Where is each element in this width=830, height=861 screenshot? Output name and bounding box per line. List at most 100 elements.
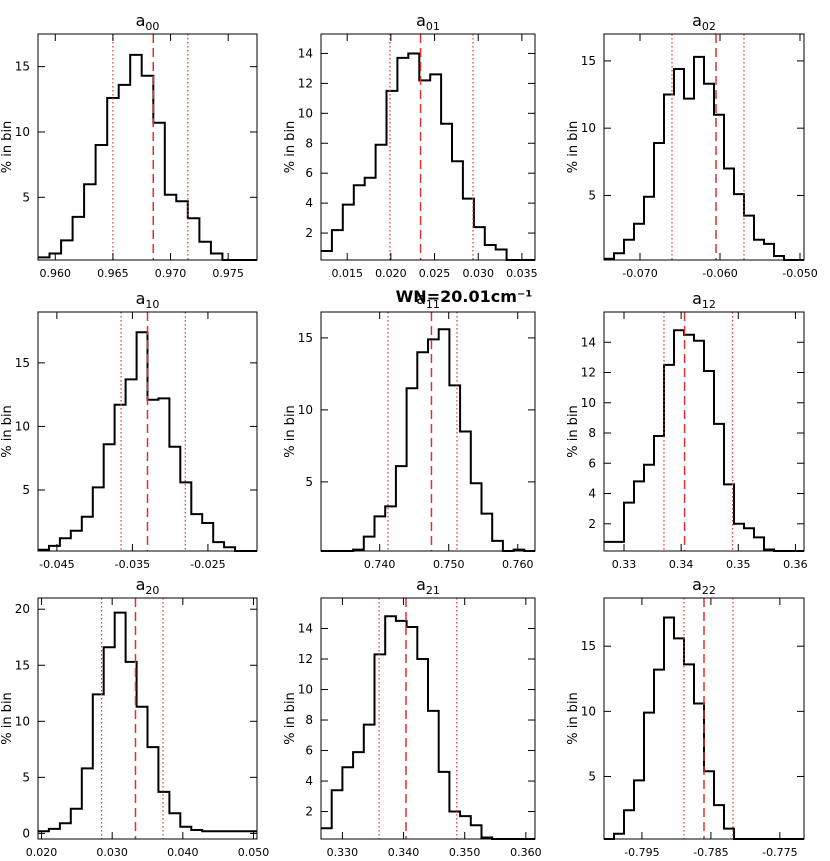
y-tick-label: 5 xyxy=(22,770,30,784)
panel-title: a12 xyxy=(692,289,716,311)
panel-title: a21 xyxy=(416,575,440,597)
axes-frame-21 xyxy=(320,597,536,840)
y-tick-label: 15 xyxy=(581,54,596,68)
y-axis-label: % in bin xyxy=(566,405,581,458)
y-tick-label: 14 xyxy=(581,335,596,349)
y-tick-label: 10 xyxy=(581,121,596,135)
x-tick-label: 0.35 xyxy=(726,558,751,571)
y-tick-label: 14 xyxy=(298,622,313,636)
x-tick-label: 0.340 xyxy=(388,846,420,859)
panel-title: a00 xyxy=(136,11,160,33)
y-axis-label: % in bin xyxy=(566,692,581,745)
x-tick-label: 0.020 xyxy=(375,267,407,280)
x-tick-label: -0.775 xyxy=(762,846,797,859)
y-tick-label: 0 xyxy=(22,826,30,840)
histogram-line-01 xyxy=(321,52,535,261)
x-tick-label: -0.045 xyxy=(39,558,74,571)
x-tick-label: 0.025 xyxy=(419,267,451,280)
y-tick-label: 5 xyxy=(588,188,596,202)
y-tick-label: 20 xyxy=(15,602,30,616)
histogram-line-20 xyxy=(38,611,257,833)
y-tick-label: 15 xyxy=(15,356,30,370)
y-tick-label: 10 xyxy=(298,106,313,120)
histogram-line-02 xyxy=(604,55,804,261)
x-tick-label: 0.36 xyxy=(783,558,808,571)
x-tick-label: 0.760 xyxy=(502,558,534,571)
y-tick-label: 5 xyxy=(22,483,30,497)
x-tick-label: 0.360 xyxy=(510,846,542,859)
panel-02: -0.070 -0.060 -0.050 5 10 15 % in bin a02 xyxy=(566,11,818,280)
y-tick-label: 8 xyxy=(305,713,313,727)
x-tick-label: 0.050 xyxy=(238,846,270,859)
y-tick-label: 2 xyxy=(305,226,313,240)
y-axis-label: % in bin xyxy=(0,405,15,458)
x-tick-label: 0.960 xyxy=(40,267,72,280)
x-tick-label: 0.030 xyxy=(462,267,494,280)
y-tick-label: 14 xyxy=(298,46,313,60)
axes-frame-00 xyxy=(37,33,258,261)
y-tick-label: 10 xyxy=(298,683,313,697)
y-tick-label: 15 xyxy=(581,639,596,653)
histogram-line-21 xyxy=(321,615,535,840)
y-tick-label: 5 xyxy=(588,769,596,783)
y-tick-label: 12 xyxy=(298,76,313,90)
y-tick-label: 6 xyxy=(588,456,596,470)
y-tick-label: 8 xyxy=(305,136,313,150)
x-tick-label: 0.350 xyxy=(449,846,481,859)
y-axis-label: % in bin xyxy=(283,121,298,174)
y-tick-label: 10 xyxy=(581,704,596,718)
x-tick-label: -0.035 xyxy=(115,558,150,571)
y-tick-label: 8 xyxy=(588,426,596,440)
panel-12: 0.33 0.34 0.35 0.36 2 4 6 8 10 12 14 % in bin a12 xyxy=(566,289,808,571)
x-tick-label: 0.965 xyxy=(97,267,129,280)
panel-20: 0.020 0.030 0.040 0.050 0 5 10 15 20 % in bin a20 xyxy=(0,575,269,859)
axes-frame-20 xyxy=(37,597,258,840)
y-axis-label: % in bin xyxy=(283,405,298,458)
panel-title: a20 xyxy=(136,575,160,597)
y-tick-label: 10 xyxy=(15,419,30,433)
panel-11: 0.740 0.750 0.760 5 10 15 % in bin a11 xyxy=(283,289,536,571)
panel-title: a11 xyxy=(416,289,440,311)
axes-frame-01 xyxy=(320,33,536,261)
x-tick-label: -0.795 xyxy=(624,846,659,859)
x-tick-label: 0.33 xyxy=(612,558,637,571)
axes-frame-12 xyxy=(603,311,805,552)
y-axis-label: % in bin xyxy=(283,692,298,745)
y-axis-label: % in bin xyxy=(566,121,581,174)
histogram-line-00 xyxy=(38,53,257,261)
x-tick-label: -0.060 xyxy=(702,267,737,280)
axes-frame-11 xyxy=(320,311,536,552)
x-tick-label: -0.050 xyxy=(782,267,817,280)
panel-21: 0.330 0.340 0.350 0.360 2 4 6 8 10 12 14 % in bin a2… xyxy=(283,575,542,859)
panel-title: a01 xyxy=(416,11,440,33)
x-tick-label: 0.975 xyxy=(212,267,244,280)
panel-title: a22 xyxy=(692,575,716,597)
y-tick-label: 12 xyxy=(581,366,596,380)
y-tick-label: 15 xyxy=(15,658,30,672)
panel-10: -0.045 -0.035 -0.025 5 10 15 % in bin a10 xyxy=(0,289,258,571)
histogram-line-12 xyxy=(604,329,804,552)
y-tick-label: 15 xyxy=(298,331,313,345)
x-tick-label: 0.035 xyxy=(506,267,538,280)
y-tick-label: 5 xyxy=(305,475,313,489)
axes-frame-22 xyxy=(603,597,805,840)
y-tick-label: 10 xyxy=(15,125,30,139)
y-tick-label: 10 xyxy=(581,396,596,410)
panel-title: a02 xyxy=(692,11,716,33)
panel-22: -0.795 -0.785 -0.775 5 10 15 % in bin a22 xyxy=(566,575,805,859)
axes-frame-02 xyxy=(603,33,805,261)
x-tick-label: -0.785 xyxy=(693,846,728,859)
x-tick-label: 0.015 xyxy=(331,267,363,280)
y-axis-label: % in bin xyxy=(0,692,15,745)
y-tick-label: 15 xyxy=(15,60,30,74)
histogram-line-11 xyxy=(321,328,535,552)
figure-suptitle: WN=20.01cm⁻¹ xyxy=(396,287,533,306)
x-tick-label: 0.34 xyxy=(669,558,694,571)
x-tick-label: 0.330 xyxy=(327,846,359,859)
panel-00: 0.960 0.965 0.970 0.975 5 10 15 % in bin a00 xyxy=(0,11,258,280)
y-tick-label: 10 xyxy=(15,714,30,728)
axes-frame-10 xyxy=(37,311,258,552)
y-axis-label: % in bin xyxy=(0,121,15,174)
panel-title: a10 xyxy=(136,289,160,311)
